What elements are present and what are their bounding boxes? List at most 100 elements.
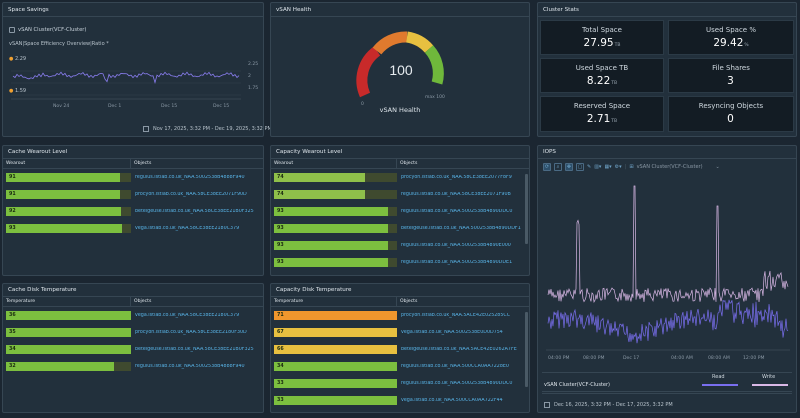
select-icon[interactable]: ▢	[576, 163, 584, 171]
value-cell: 93	[271, 241, 397, 250]
value-cell: 93	[271, 207, 397, 216]
settings-icon[interactable]: ⚙▾	[614, 164, 622, 170]
value-label: 33	[277, 381, 284, 386]
object-link[interactable]: regulus.istlab.co.uk_NAA.5002538B4890E00…	[401, 243, 511, 248]
refresh-icon[interactable]: ⟳	[543, 163, 551, 171]
table-row[interactable]: 93 betelgeuse.istlab.co.uk_NAA.5002538B48…	[271, 220, 529, 237]
col-objects[interactable]: Objects	[134, 299, 152, 304]
object-link[interactable]: regulus.istlab.co.uk_NAA.5002538B4888F94…	[135, 364, 245, 369]
pin-icon[interactable]: ✎	[587, 164, 592, 170]
space-savings-title: Space Savings	[3, 3, 263, 17]
object-link[interactable]: regulus.istlab.co.uk_NAA.5002538B4890DDE…	[401, 260, 513, 265]
table-row[interactable]: 93 regulus.istlab.co.uk_NAA.5002538B4890D…	[271, 203, 529, 220]
table-row[interactable]: 33 regulus.istlab.co.uk_NAA.5002538B4890D…	[271, 375, 529, 392]
value-bar-fill	[6, 173, 120, 182]
table-row[interactable]: 74 regulus.istlab.co.uk_NAA.58CE38EE2071F…	[271, 186, 529, 203]
value-cell: 71	[271, 311, 397, 320]
value-bar-fill	[274, 311, 397, 320]
chevron-down-icon[interactable]: ⌄	[715, 164, 720, 170]
object-link[interactable]: procyon.istlab.co.uk_NAA.58CE38EE2071F90…	[135, 192, 247, 197]
table-row[interactable]: 34 regulus.istlab.co.uk_NAA.500CCA0AA7228…	[271, 358, 529, 375]
max-label: 2.29	[14, 56, 27, 62]
value-bar: 32	[6, 362, 131, 371]
chart-type-icon[interactable]: ▥▾	[594, 164, 602, 170]
object-link[interactable]: procyon.istlab.co.uk_NAA.5ACE42E025285CC	[401, 313, 511, 318]
table-row[interactable]: 92 betelgeuse.istlab.co.uk_NAA.58CE38EE21…	[3, 203, 263, 220]
table-row[interactable]: 91 regulus.istlab.co.uk_NAA.5002538B4888F…	[3, 169, 263, 186]
stat-reserved-space: Reserved Space 2.71TB	[540, 96, 664, 132]
cluster-icon	[9, 27, 15, 33]
table-row[interactable]: 36 vega.istlab.co.uk_NAA.58CE38EE2180C379	[3, 307, 263, 324]
calendar-icon[interactable]	[143, 126, 149, 132]
object-link[interactable]: vega.istlab.co.uk_NAA.5002538E0D0D754	[401, 330, 503, 335]
table-row[interactable]: 74 procyon.istlab.co.uk_NAA.58CE38EE2077F…	[271, 169, 529, 186]
value-bar-fill	[274, 328, 397, 337]
object-link[interactable]: betelgeuse.istlab.co.uk_NAA.58CE38EE21B0…	[135, 209, 254, 214]
table-row[interactable]: 33 vega.istlab.co.uk_NAA.500CCA0AA722F44	[271, 392, 529, 409]
table-row[interactable]: 67 vega.istlab.co.uk_NAA.5002538E0D0D754	[271, 324, 529, 341]
object-link[interactable]: betelgeuse.istlab.co.uk_NAA.5ACE42E0262A…	[401, 347, 517, 352]
object-link[interactable]: regulus.istlab.co.uk_NAA.58CE38EE2071F90…	[401, 192, 511, 197]
value-label: 91	[9, 192, 16, 197]
value-bar: 74	[274, 173, 397, 182]
object-link[interactable]: regulus.istlab.co.uk_NAA.5002538B4890DDC…	[401, 381, 513, 386]
col-objects[interactable]: Objects	[134, 161, 152, 166]
value-bar: 93	[274, 241, 397, 250]
value-bar: 67	[274, 328, 397, 337]
vsan-health-panel: vSAN Health 100 0 max 100 vSAN Health	[270, 2, 530, 137]
object-link[interactable]: betelgeuse.istlab.co.uk_NAA.5002538B4890…	[401, 226, 521, 231]
table-row[interactable]: 32 regulus.istlab.co.uk_NAA.5002538B4888F…	[3, 358, 263, 375]
table-row[interactable]: 93 vega.istlab.co.uk_NAA.58CE38EE2180C379	[3, 220, 263, 237]
value-label: 74	[277, 175, 284, 180]
value-bar-fill	[274, 362, 397, 371]
iops-entity[interactable]: vSAN Cluster(VCF-Cluster)	[636, 164, 703, 170]
value-bar: 36	[6, 311, 131, 320]
object-link[interactable]: procyon.istlab.co.uk_NAA.58CE38EE2180F30…	[135, 330, 247, 335]
value-bar-fill	[274, 258, 389, 267]
col-wearout[interactable]: Wearout	[3, 159, 131, 168]
layout-icon[interactable]: ▦▾	[604, 164, 612, 170]
cluster-stats-panel: Cluster Stats Total Space 27.95TB Used Sp…	[537, 2, 797, 137]
object-link[interactable]: regulus.istlab.co.uk_NAA.5002538B4890DDC…	[401, 209, 513, 214]
zoom-icon[interactable]: ⌕	[554, 163, 562, 171]
value-bar: 93	[6, 224, 131, 233]
stat-resyncing-objects: Resyncing Objects 0	[668, 96, 794, 132]
iops-chart: 04:00 PM 08:00 PM Dec 17 04:00 AM 08:00 …	[546, 185, 790, 361]
table-row[interactable]: 91 procyon.istlab.co.uk_NAA.58CE38EE2071F…	[3, 186, 263, 203]
col-objects[interactable]: Objects	[400, 161, 418, 166]
calendar-icon[interactable]	[544, 402, 550, 408]
iops-legend: Read Write vSAN Cluster(VCF-Cluster)	[542, 372, 792, 394]
table-row[interactable]: 71 procyon.istlab.co.uk_NAA.5ACE42E025285…	[271, 307, 529, 324]
object-link[interactable]: regulus.istlab.co.uk_NAA.5002538B4888F94…	[135, 175, 245, 180]
table-row[interactable]: 34 betelgeuse.istlab.co.uk_NAA.58CE38EE21…	[3, 341, 263, 358]
legend-write-label: Write	[762, 374, 776, 380]
x-tick-4: Dec 15	[213, 103, 229, 109]
value-label: 93	[277, 209, 284, 214]
table-row[interactable]: 93 regulus.istlab.co.uk_NAA.5002538B4890D…	[271, 254, 529, 271]
iops-date-range: Dec 16, 2025, 3:32 PM - Dec 17, 2025, 3:…	[554, 402, 673, 408]
value-cell: 67	[271, 328, 397, 337]
value-cell: 34	[271, 362, 397, 371]
scrollbar[interactable]	[525, 312, 528, 387]
object-link[interactable]: vega.istlab.co.uk_NAA.500CCA0AA722F44	[401, 398, 503, 403]
value-bar-fill	[6, 328, 131, 337]
table-row[interactable]: 35 procyon.istlab.co.uk_NAA.58CE38EE2180F…	[3, 324, 263, 341]
cache-wearout-title: Cache Wearout Level	[3, 146, 263, 159]
object-link[interactable]: procyon.istlab.co.uk_NAA.58CE38EE2077F8F…	[401, 175, 512, 180]
table-row[interactable]: 66 betelgeuse.istlab.co.uk_NAA.5ACE42E026…	[271, 341, 529, 358]
object-link[interactable]: vega.istlab.co.uk_NAA.58CE38EE2180C379	[135, 226, 240, 231]
col-objects[interactable]: Objects	[400, 299, 418, 304]
object-link[interactable]: vega.istlab.co.uk_NAA.58CE38EE2180C379	[135, 313, 240, 318]
y-tick-3: 1.75	[248, 85, 258, 91]
scrollbar[interactable]	[525, 174, 528, 244]
object-link[interactable]: regulus.istlab.co.uk_NAA.500CCA0AA7228E0	[401, 364, 509, 369]
col-temperature[interactable]: Temperature	[271, 297, 397, 306]
value-cell: 36	[3, 311, 131, 320]
col-wearout[interactable]: Wearout	[271, 159, 397, 168]
table-row[interactable]: 93 regulus.istlab.co.uk_NAA.5002538B4890E…	[271, 237, 529, 254]
object-link[interactable]: betelgeuse.istlab.co.uk_NAA.58CE38EE21B0…	[135, 347, 254, 352]
legend-entity[interactable]: vSAN Cluster(VCF-Cluster)	[544, 382, 610, 388]
pan-icon[interactable]: ✥	[565, 163, 573, 171]
col-temperature[interactable]: Temperature	[3, 297, 131, 306]
space-savings-entity: vSAN Cluster(VCF-Cluster)	[18, 27, 87, 33]
